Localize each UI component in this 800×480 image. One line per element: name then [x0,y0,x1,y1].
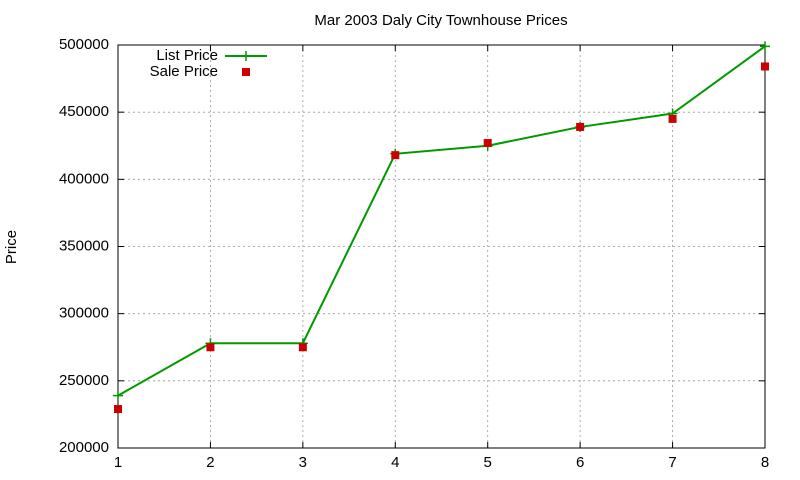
data-point [206,343,215,352]
data-point [760,41,770,52]
legend-swatch [241,51,251,61]
data-point [113,390,123,401]
y-tick-label: 400000 [59,170,109,187]
legend-swatch [242,68,250,76]
data-point [576,122,585,131]
data-point [761,62,769,71]
x-tick-label: 6 [576,454,584,471]
plot-frame [117,44,766,449]
data-point [668,114,677,123]
chart-title: Mar 2003 Daly City Townhouse Prices [314,12,567,29]
y-tick-label: 350000 [59,237,109,254]
y-axis-label: Price [3,230,20,264]
x-tick-label: 8 [761,454,769,471]
y-tick-label: 250000 [59,372,109,389]
data-point [391,151,400,160]
legend-label: Sale Price [150,63,218,80]
series-line [117,45,766,397]
y-tick-label: 300000 [59,305,109,322]
x-tick-label: 2 [206,454,214,471]
y-tick-label: 500000 [59,36,109,53]
x-tick-label: 4 [391,454,399,471]
x-tick-label: 1 [114,454,122,471]
legend-label: List Price [156,47,218,64]
y-tick-label: 200000 [59,439,109,456]
x-tick-label: 7 [668,454,676,471]
data-point [114,405,122,414]
data-point [298,343,307,352]
data-point [483,139,492,148]
x-tick-label: 3 [299,454,307,471]
x-tick-label: 5 [484,454,492,471]
y-tick-label: 450000 [59,103,109,120]
